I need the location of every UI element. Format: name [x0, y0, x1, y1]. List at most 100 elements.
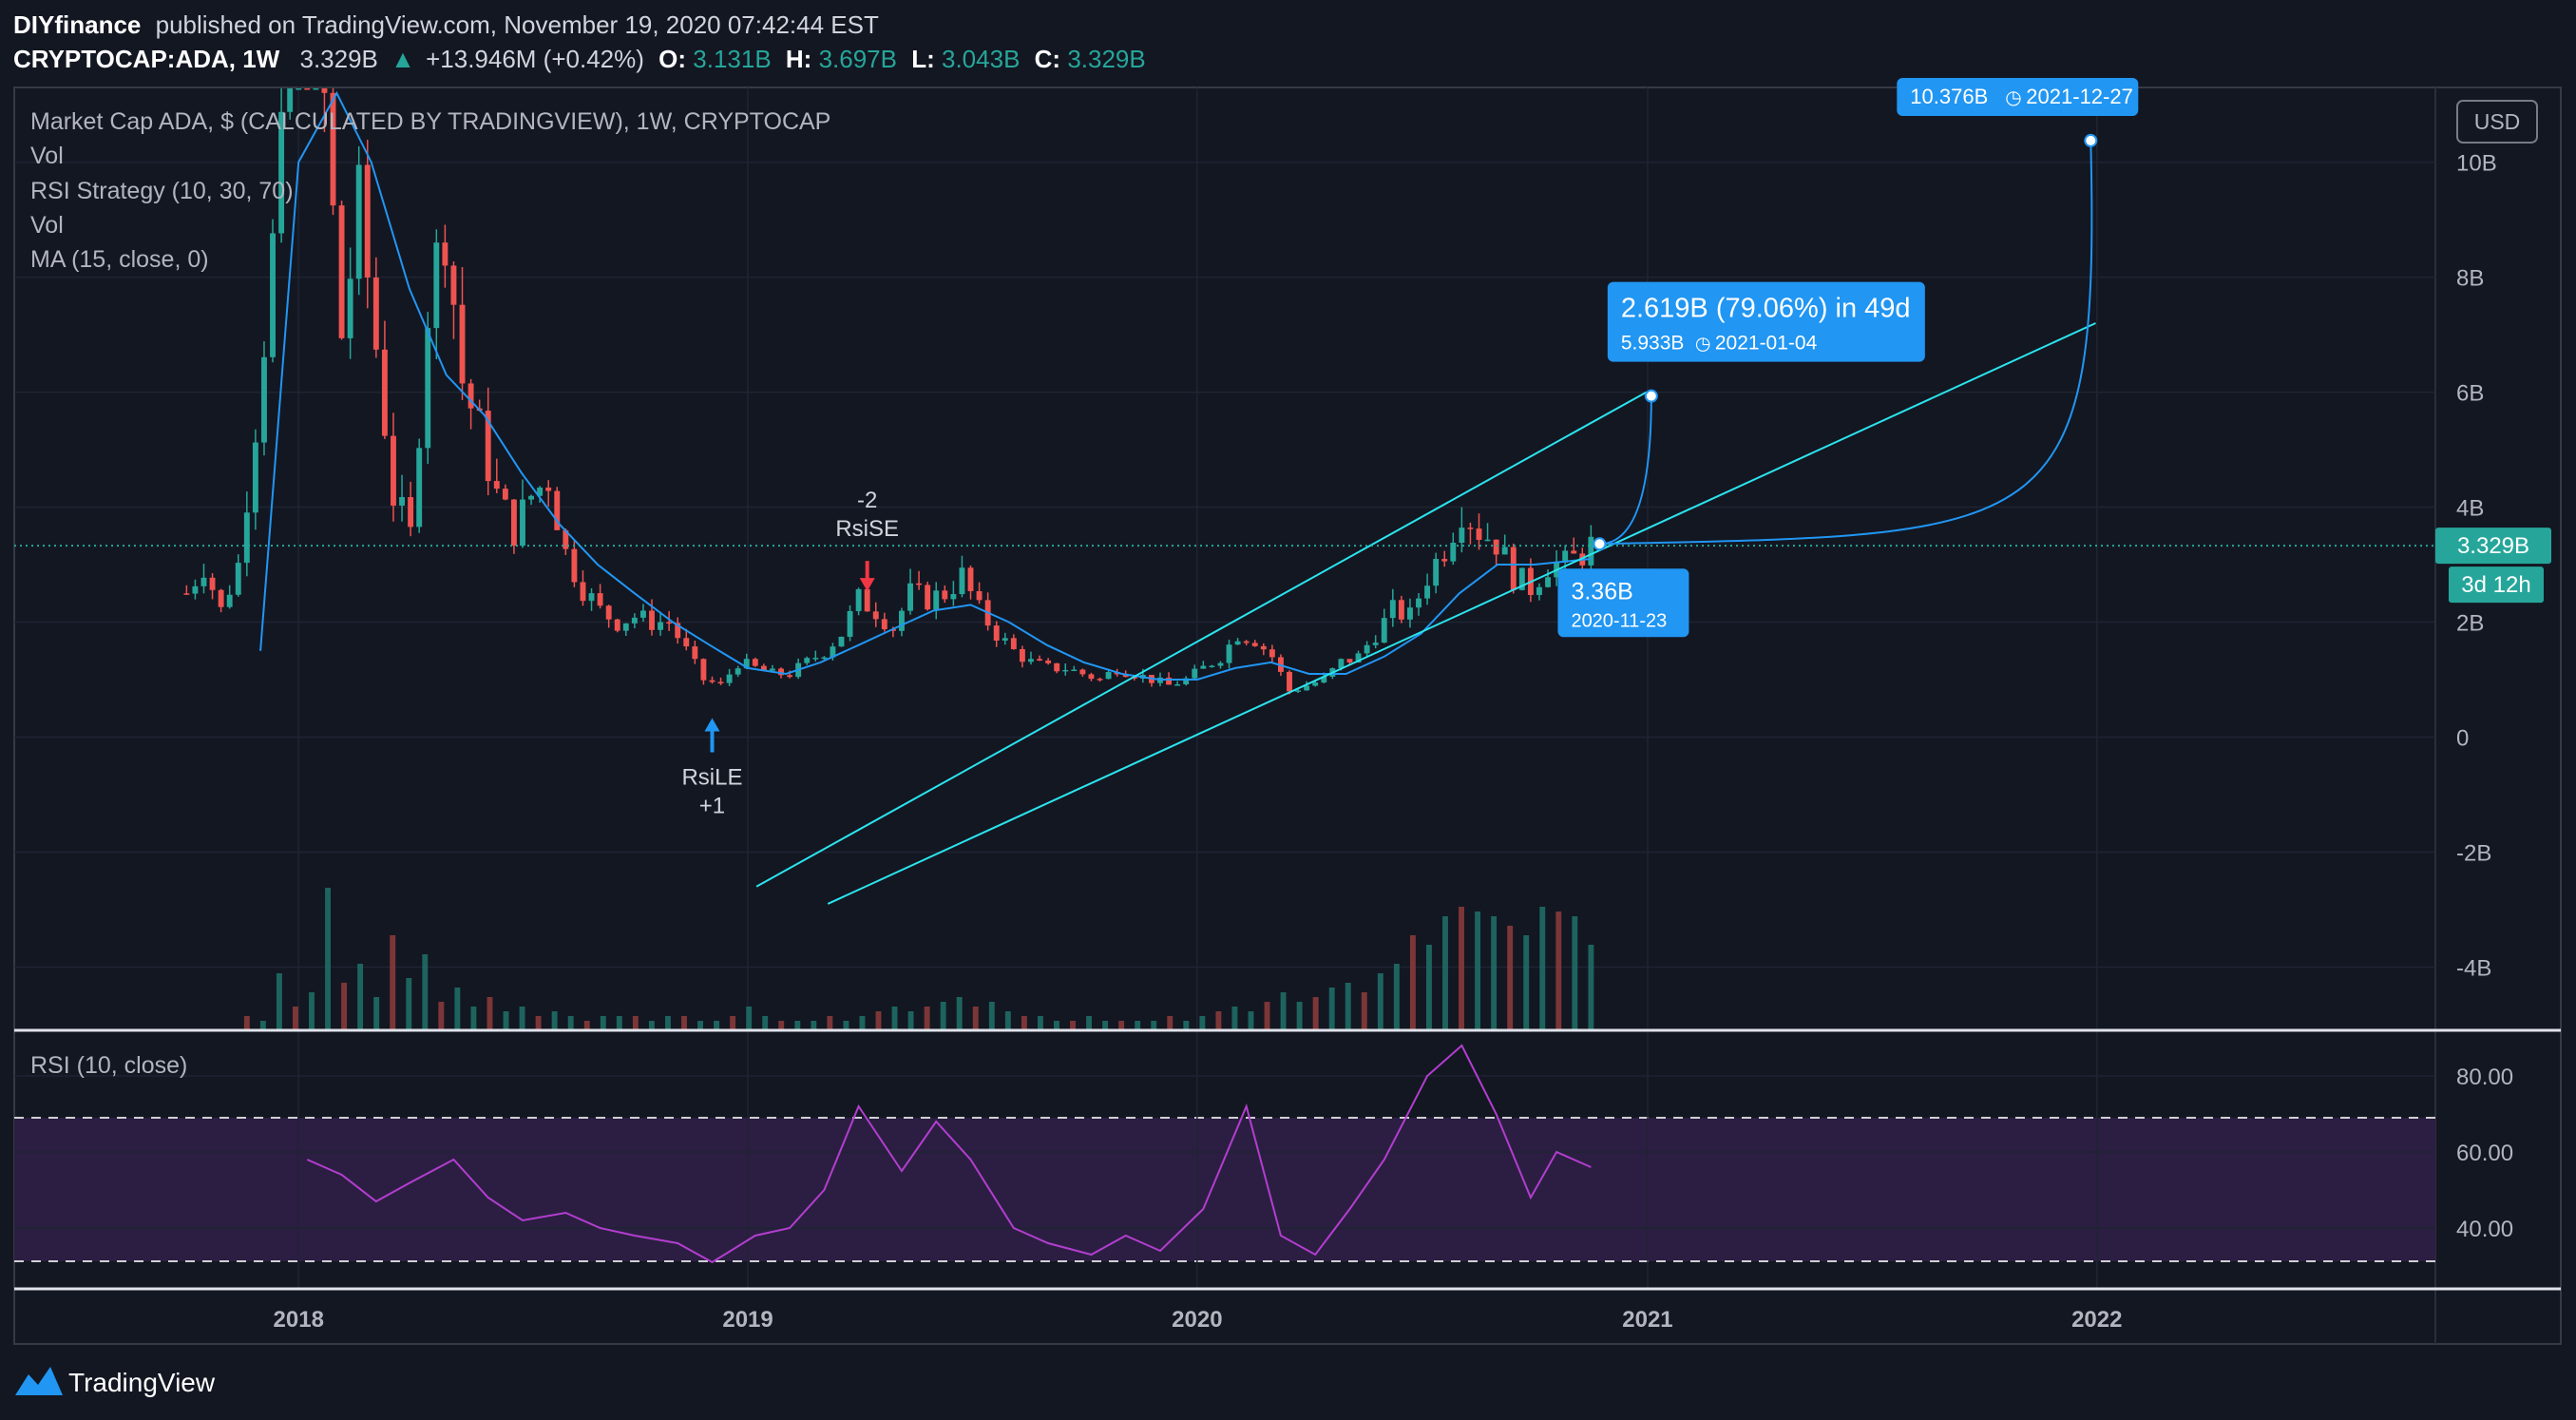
volume-bar [1118, 1021, 1125, 1030]
volume-bar [551, 1011, 558, 1030]
volume-bar [1523, 935, 1530, 1030]
candle-body [967, 567, 974, 591]
price-tick-label: 6B [2456, 381, 2484, 407]
volume-bar [454, 988, 461, 1030]
low-label: L: [911, 45, 935, 73]
candle-body [1501, 547, 1508, 555]
candle-body [338, 205, 345, 338]
volume-bar [988, 1002, 995, 1030]
volume-bar [1264, 1002, 1270, 1030]
legend-ma[interactable]: MA (15, close, 0) [30, 246, 209, 273]
candle-body [571, 548, 578, 583]
volume-bar [293, 1007, 298, 1030]
volume-bar [438, 1002, 445, 1030]
candle-body [528, 495, 535, 500]
axes: -4B -2B 0 2B 4B 6B 8B 10B 40.00 60.00 80.00 2018 201… [274, 151, 2514, 1333]
candle-body [442, 242, 448, 266]
candle-body [649, 610, 655, 630]
candle-body [709, 680, 716, 682]
forecast-callout-bg [1607, 281, 1925, 362]
current-callout[interactable]: 3.36B 2020-11-23 [1557, 568, 1689, 638]
candle-body [304, 88, 311, 90]
forecast-curve[interactable] [1599, 140, 2093, 546]
candle-body [1260, 645, 1267, 650]
candle-body [1450, 543, 1457, 562]
current-date: 2020-11-23 [1571, 610, 1667, 631]
candle-body [1045, 660, 1052, 663]
candle-body [778, 668, 784, 676]
volume-bar [762, 1016, 769, 1030]
candle-body [1010, 638, 1017, 649]
publisher-name[interactable]: DIYfinance [13, 10, 141, 39]
candle-body [1407, 607, 1413, 620]
short-signal-label: RsiSE [835, 516, 899, 542]
candle-body [1019, 648, 1025, 662]
forecast-point [1644, 389, 1658, 403]
candle-body [408, 497, 414, 528]
legend-vol-1[interactable]: Vol [30, 143, 64, 169]
trend-channel[interactable] [755, 322, 2096, 905]
legend-vol-2[interactable]: Vol [30, 212, 64, 239]
symbol-name[interactable]: CRYPTOCAP:ADA, 1W [13, 45, 280, 73]
candle-body [1346, 659, 1353, 663]
candle-body [1088, 674, 1095, 680]
candle-body [993, 625, 1000, 642]
volume-bar [1361, 992, 1367, 1030]
candle-body [1441, 559, 1448, 562]
candle-body [1493, 539, 1499, 555]
volume-bar [1135, 1021, 1141, 1030]
candle-body [347, 278, 353, 338]
volume-bar [827, 1016, 833, 1030]
candle-body [381, 349, 388, 436]
candle-body [425, 328, 431, 449]
candle-body [726, 674, 733, 683]
volume-bar [1475, 911, 1481, 1030]
volume-bar [259, 1021, 266, 1030]
volume-bar [519, 1007, 525, 1030]
volume-bar [1102, 1021, 1109, 1030]
candle-body [243, 512, 250, 564]
candle-body [1536, 586, 1542, 595]
candle-body [1234, 641, 1241, 645]
tradingview-logo[interactable]: TradingView [15, 1367, 216, 1397]
volume-bar [309, 992, 315, 1030]
target-callout[interactable]: 10.376B ◷ 2021-12-27 [1897, 78, 2139, 116]
candle-body [907, 583, 913, 611]
candle-body [1217, 662, 1224, 666]
candle-body [1287, 671, 1292, 692]
volume-bar [422, 954, 429, 1030]
candle-body [1372, 643, 1379, 645]
currency-button[interactable] [2456, 100, 2538, 144]
legend-rsi[interactable]: RSI (10, close) [30, 1052, 187, 1079]
forecast-sub-value: 5.933B [1621, 333, 1685, 355]
forecast-callout[interactable]: 2.619B (79.06%) in 49d 5.933B ◷ 2021-01-… [1607, 281, 1925, 362]
volume-bar [907, 1011, 914, 1030]
candle-body [1338, 659, 1345, 669]
candle-body [467, 383, 474, 409]
volume-bar [1280, 992, 1287, 1030]
volume-bar [1328, 988, 1335, 1030]
header-price: 3.329B [299, 45, 377, 73]
candle-body [631, 617, 638, 624]
legend-rsi-strategy[interactable]: RSI Strategy (10, 30, 70) [30, 178, 294, 204]
candle-body [278, 111, 285, 234]
volume-bar [1377, 973, 1383, 1030]
candle-body [639, 610, 646, 618]
volume-bar [972, 1007, 979, 1030]
candle-body [605, 605, 612, 620]
volume-bar [843, 1021, 849, 1030]
high-label: H: [786, 45, 811, 73]
price-tick-label: -2B [2456, 840, 2491, 866]
candle-body [1459, 528, 1465, 544]
candle-body [1355, 653, 1362, 663]
volume-bar [1004, 1011, 1011, 1030]
candle-body [950, 594, 957, 600]
long-arrow-icon [704, 718, 720, 753]
price-tick-label: 4B [2456, 496, 2484, 522]
candle-body [391, 435, 396, 506]
main-series-title[interactable]: Market Cap ADA, $ (CALCULATED BY TRADING… [30, 108, 830, 135]
volume-bar [616, 1016, 622, 1030]
candle-body [1079, 669, 1086, 675]
candle-body [743, 659, 750, 669]
short-signal-qty: -2 [857, 488, 877, 513]
